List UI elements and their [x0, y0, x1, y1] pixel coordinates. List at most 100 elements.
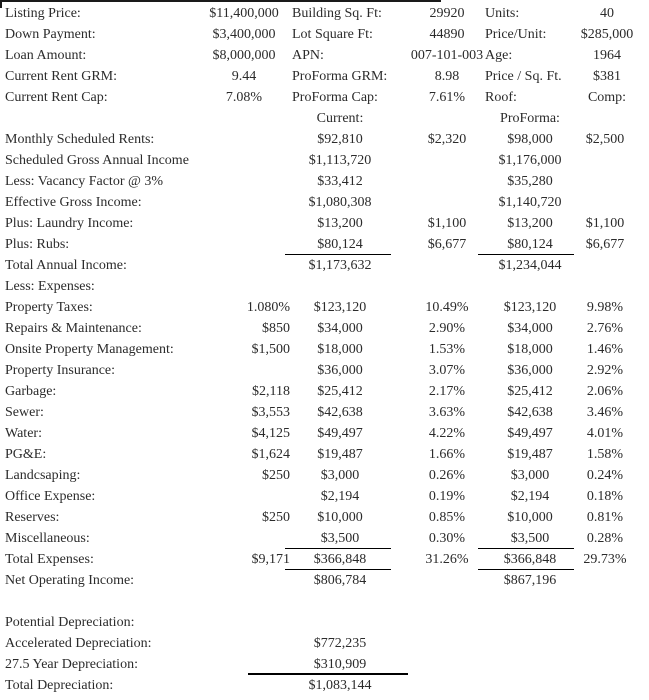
- sum-rule-current: [285, 254, 391, 255]
- summary-value: 007-101-003: [410, 48, 484, 63]
- summary-label: Price/Unit:: [485, 27, 547, 42]
- cell-proforma-aux: 4.01%: [586, 426, 624, 441]
- row-label: Sewer:: [5, 405, 44, 420]
- row-label: Potential Depreciation:: [5, 615, 135, 630]
- row-label: Effective Gross Income:: [5, 195, 142, 210]
- summary-section: Listing Price: $11,400,000 Building Sq. Ft…: [0, 3, 649, 108]
- statement-row: PG&E: $1,624 $19,487 1.66% $19,487 1.58%: [0, 444, 649, 465]
- summary-value: $381: [593, 69, 621, 84]
- cell-proforma-aux: 3.46%: [586, 405, 624, 420]
- statement-row: Reserves: $250 $10,000 0.85% $10,000 0.81%: [0, 507, 649, 528]
- sum-rule-proforma: [478, 548, 574, 549]
- cell-proforma-annual: $1,176,000: [498, 153, 562, 168]
- sum-rule-current: [285, 548, 391, 549]
- cell-proforma-aux: 9.98%: [586, 300, 624, 315]
- summary-label: Lot Square Ft:: [292, 27, 373, 42]
- cell-current-annual: $310,909: [313, 657, 367, 672]
- summary-row: Down Payment: $3,400,000 Lot Square Ft: 448…: [0, 24, 649, 45]
- summary-row: Current Rent GRM: 9.44 ProForma GRM: 8.98 Pr…: [0, 66, 649, 87]
- cell-proforma-aux: 2.92%: [586, 363, 624, 378]
- row-label: Onsite Property Management:: [5, 342, 174, 357]
- cell-input-monthly: $1,624: [251, 447, 291, 462]
- cell-current-aux: 3.63%: [428, 405, 466, 420]
- summary-row: Loan Amount: $8,000,000 APN: 007-101-003 Age…: [0, 45, 649, 66]
- cell-proforma-annual: $366,848: [503, 552, 557, 567]
- statement-row: Monthly Scheduled Rents: $92,810 $2,320 $98…: [0, 129, 649, 150]
- cell-current-annual: $2,194: [320, 489, 360, 504]
- summary-value: 9.44: [231, 69, 257, 84]
- summary-value: 8.98: [434, 69, 460, 84]
- statement-row: Less: Expenses:: [0, 276, 649, 297]
- summary-value: 40: [600, 6, 614, 21]
- cell-current-annual: $49,497: [317, 426, 363, 441]
- summary-label: Units:: [485, 6, 520, 21]
- row-label: Less: Expenses:: [5, 279, 95, 294]
- summary-label: Loan Amount:: [5, 48, 87, 63]
- cell-proforma-annual: $3,000: [510, 468, 550, 483]
- row-label: Total Annual Income:: [5, 258, 127, 273]
- summary-value: 7.08%: [225, 90, 263, 105]
- statement-row: Total Depreciation: $1,083,144: [0, 675, 649, 696]
- cell-current-annual: $34,000: [317, 321, 363, 336]
- cell-current-annual: $36,000: [317, 363, 363, 378]
- row-label: Less: Vacancy Factor @ 3%: [5, 174, 164, 189]
- cell-proforma-annual: $98,000: [507, 132, 553, 147]
- row-label: Miscellaneous:: [5, 531, 90, 546]
- cell-current-annual: $19,487: [317, 447, 363, 462]
- summary-value: $3,400,000: [212, 27, 276, 42]
- current-column-header: Current:: [316, 111, 364, 126]
- cell-current-aux: 10.49%: [425, 300, 469, 315]
- statement-row: 27.5 Year Depreciation: $310,909: [0, 654, 649, 675]
- cell-current-annual: $3,000: [320, 468, 360, 483]
- cell-proforma-annual: $1,140,720: [498, 195, 562, 210]
- proforma-column-header: ProForma:: [500, 111, 560, 126]
- statement-row: Plus: Rubs: $80,124 $6,677 $80,124 $6,677: [0, 234, 649, 255]
- cell-proforma-annual: $123,120: [503, 300, 557, 315]
- cell-input-monthly: $1,500: [251, 342, 291, 357]
- statement-row: Repairs & Maintenance: $850 $34,000 2.90% $3…: [0, 318, 649, 339]
- cell-current-annual: $366,848: [313, 552, 367, 567]
- summary-row: Listing Price: $11,400,000 Building Sq. Ft…: [0, 3, 649, 24]
- statement-row: Office Expense: $2,194 0.19% $2,194 0.18%: [0, 486, 649, 507]
- cell-input-monthly: 1.080%: [246, 300, 290, 315]
- statement-row: Total Annual Income: $1,173,632 $1,234,044: [0, 255, 649, 276]
- cell-proforma-aux: 0.24%: [586, 468, 624, 483]
- summary-label: Roof:: [485, 90, 517, 105]
- statement-row: Plus: Laundry Income: $13,200 $1,100 $13,20…: [0, 213, 649, 234]
- summary-value: Comp:: [587, 90, 627, 105]
- summary-label: Building Sq. Ft:: [292, 6, 382, 21]
- statement-row: [0, 591, 649, 612]
- cell-input-monthly: $3,553: [251, 405, 291, 420]
- statement-row: Water: $4,125 $49,497 4.22% $49,497 4.01%: [0, 423, 649, 444]
- row-label: Repairs & Maintenance:: [5, 321, 142, 336]
- total-rule-thick: [248, 673, 408, 675]
- cell-current-aux: 31.26%: [425, 552, 469, 567]
- cell-current-annual: $772,235: [313, 636, 367, 651]
- statement-row: Sewer: $3,553 $42,638 3.63% $42,638 3.46%: [0, 402, 649, 423]
- cell-current-aux: 4.22%: [428, 426, 466, 441]
- sum-rule-proforma: [478, 254, 574, 255]
- cell-current-annual: $33,412: [317, 174, 363, 189]
- summary-value: 7.61%: [428, 90, 466, 105]
- row-label: Water:: [5, 426, 42, 441]
- summary-label: ProForma Cap:: [292, 90, 378, 105]
- sum-rule-proforma: [478, 569, 574, 570]
- cell-proforma-annual: $25,412: [507, 384, 553, 399]
- statement-row: Scheduled Gross Annual Income $1,113,720 $…: [0, 150, 649, 171]
- cell-current-annual: $10,000: [317, 510, 363, 525]
- sum-rule-current: [285, 569, 391, 570]
- row-label: Scheduled Gross Annual Income: [5, 153, 189, 168]
- statement-row: Garbage: $2,118 $25,412 2.17% $25,412 2.06%: [0, 381, 649, 402]
- cell-proforma-annual: $34,000: [507, 321, 553, 336]
- cell-input-monthly: $250: [262, 510, 290, 525]
- cell-current-annual: $123,120: [313, 300, 367, 315]
- summary-label: ProForma GRM:: [292, 69, 388, 84]
- row-label: Property Insurance:: [5, 363, 116, 378]
- summary-value: $8,000,000: [212, 48, 276, 63]
- cell-current-aux: 1.53%: [428, 342, 466, 357]
- cell-proforma-annual: $19,487: [507, 447, 553, 462]
- row-label: Office Expense:: [5, 489, 96, 504]
- row-label: Plus: Rubs:: [5, 237, 70, 252]
- summary-value: 29920: [429, 6, 465, 21]
- cell-current-annual: $1,083,144: [308, 678, 372, 693]
